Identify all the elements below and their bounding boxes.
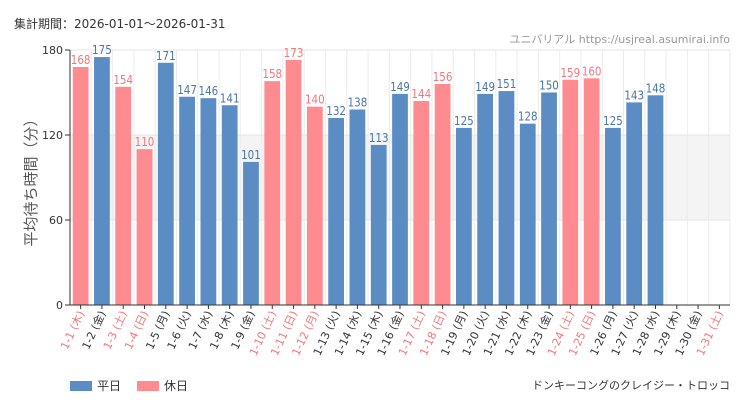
bar-1-21 [498, 91, 515, 305]
bar-value-label: 125 [454, 114, 474, 128]
legend-swatch-weekday [70, 381, 92, 391]
bar-1-11 [285, 59, 302, 305]
bar-value-label: 148 [646, 81, 666, 95]
bar-1-27 [626, 102, 643, 306]
legend: 平日 休日 [70, 379, 188, 393]
bar-1-6 [179, 96, 195, 305]
bar-value-label: 125 [603, 114, 623, 128]
bar-1-18 [434, 84, 451, 305]
legend-label-holiday: 休日 [164, 379, 188, 393]
bar-1-1 [72, 67, 89, 305]
bar-value-label: 168 [71, 53, 91, 67]
bar-1-23 [541, 92, 557, 305]
bar-1-16 [392, 93, 408, 306]
bar-value-label: 101 [241, 148, 261, 162]
bar-1-20 [477, 93, 494, 306]
y-tick-label: 120 [42, 129, 63, 142]
bar-1-8 [221, 105, 238, 305]
y-tick-label: 0 [56, 299, 63, 312]
bar-value-label: 171 [156, 49, 176, 63]
bar-value-label: 141 [220, 91, 240, 105]
period-label: 集計期間：2026-01-01～2026-01-31 [14, 17, 226, 31]
bar-value-label: 140 [305, 93, 325, 107]
bar-value-label: 156 [433, 70, 453, 84]
bar-1-17 [413, 101, 430, 305]
bar-value-label: 160 [582, 64, 602, 78]
bar-1-19 [455, 127, 472, 306]
bar-value-label: 149 [475, 80, 495, 94]
bar-1-22 [519, 123, 536, 306]
attraction-name: ドンキーコングのクレイジー・トロッコ [532, 378, 730, 392]
bar-1-5 [157, 62, 174, 305]
bar-value-label: 154 [113, 73, 133, 87]
bar-1-14 [349, 109, 366, 305]
bar-1-24 [562, 79, 579, 305]
bar-value-label: 159 [560, 66, 580, 80]
bar-value-label: 149 [390, 80, 410, 94]
bar-1-10 [264, 81, 281, 306]
y-tick-label: 60 [49, 214, 63, 227]
bar-1-3 [115, 86, 132, 305]
legend-label-weekday: 平日 [97, 379, 121, 393]
bar-1-4 [136, 149, 153, 305]
bar-1-26 [605, 127, 621, 306]
bar-value-label: 143 [624, 88, 644, 102]
bar-1-12 [306, 106, 323, 306]
bar-value-label: 113 [369, 131, 389, 145]
site-label: ユニバリアル https://usjreal.asumirai.info [509, 33, 730, 46]
y-tick-label: 180 [42, 44, 63, 57]
bar-1-7 [200, 98, 217, 306]
bar-value-label: 110 [135, 135, 155, 149]
y-axis-title: 平均待ち時間（分） [22, 111, 40, 246]
bar-1-25 [583, 78, 600, 305]
bar-value-label: 138 [348, 96, 368, 110]
bar-value-label: 173 [284, 46, 304, 60]
bar-value-label: 150 [539, 79, 559, 93]
bar-1-15 [370, 144, 387, 305]
bar-1-13 [328, 118, 345, 305]
bar-value-label: 128 [518, 110, 538, 124]
bar-1-9 [243, 161, 259, 305]
bar-value-label: 151 [497, 77, 517, 91]
bar-1-28 [647, 95, 664, 305]
legend-swatch-holiday [137, 381, 159, 391]
bar-value-label: 175 [92, 43, 112, 57]
bar-1-2 [94, 57, 110, 306]
bar-value-label: 146 [199, 84, 219, 98]
bar-value-label: 158 [262, 67, 282, 81]
bar-value-label: 147 [177, 83, 197, 97]
bar-value-label: 132 [326, 104, 346, 118]
bar-value-label: 144 [411, 87, 431, 101]
